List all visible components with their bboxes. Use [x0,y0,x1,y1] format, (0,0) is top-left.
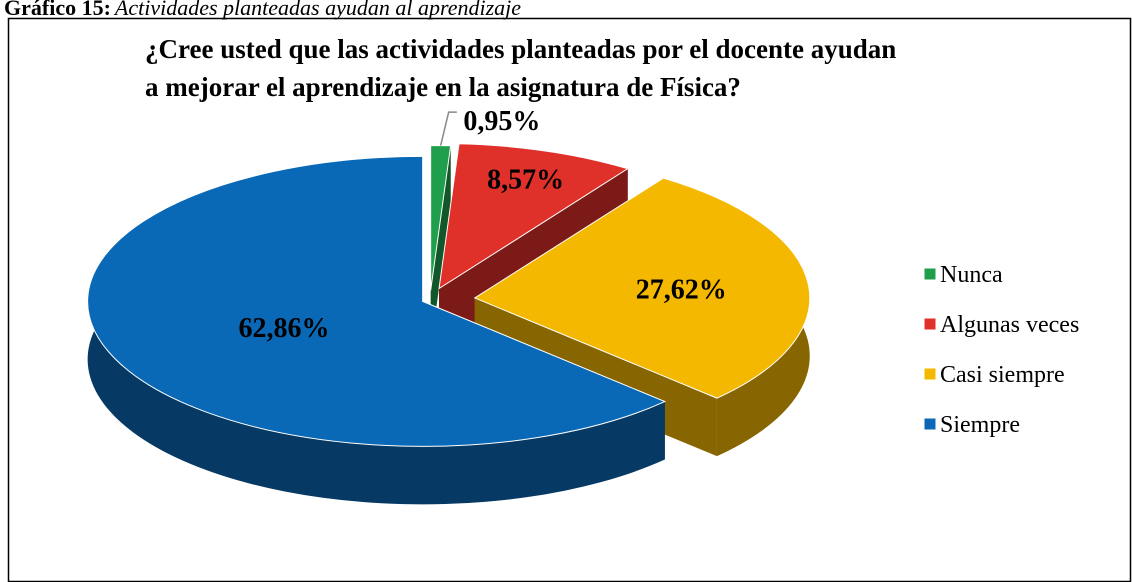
slice-top [87,155,667,447]
legend-label: Siempre [940,412,1020,438]
data-label: 27,62% [636,275,727,306]
slice-top [430,144,452,291]
legend-label: Casi siempre [940,362,1065,388]
pie-slice [430,144,452,349]
data-label: 62,86% [239,313,330,344]
slice-wall [87,156,665,505]
chart-title: a mejorar el aprendizaje en la asignatur… [145,72,741,102]
chart-title: ¿Cree usted que las actividades plantead… [145,34,896,64]
data-label: 8,57% [487,165,564,196]
caption-text: Actividades planteadas ayudan al aprendi… [113,0,521,20]
legend-swatch [923,417,937,431]
data-label: 0,95% [463,106,540,137]
pie: 0,95% 8,57% 27,62% 62,86% [87,106,811,505]
legend-swatch [923,367,937,381]
legend-label: Nunca [940,262,1003,288]
legend-swatch [923,317,937,331]
legend: Nunca Algunas veces Casi siempre Siempre [923,262,1079,438]
slice-top [438,143,629,290]
slice-top [473,177,811,399]
caption-label: Gráfico 15: [4,0,111,20]
leader-line [439,111,457,146]
caption: Gráfico 15: Actividades planteadas ayudan… [4,0,521,20]
legend-swatch [923,267,937,281]
pie-slice [87,155,667,505]
legend-label: Algunas veces [940,312,1079,338]
